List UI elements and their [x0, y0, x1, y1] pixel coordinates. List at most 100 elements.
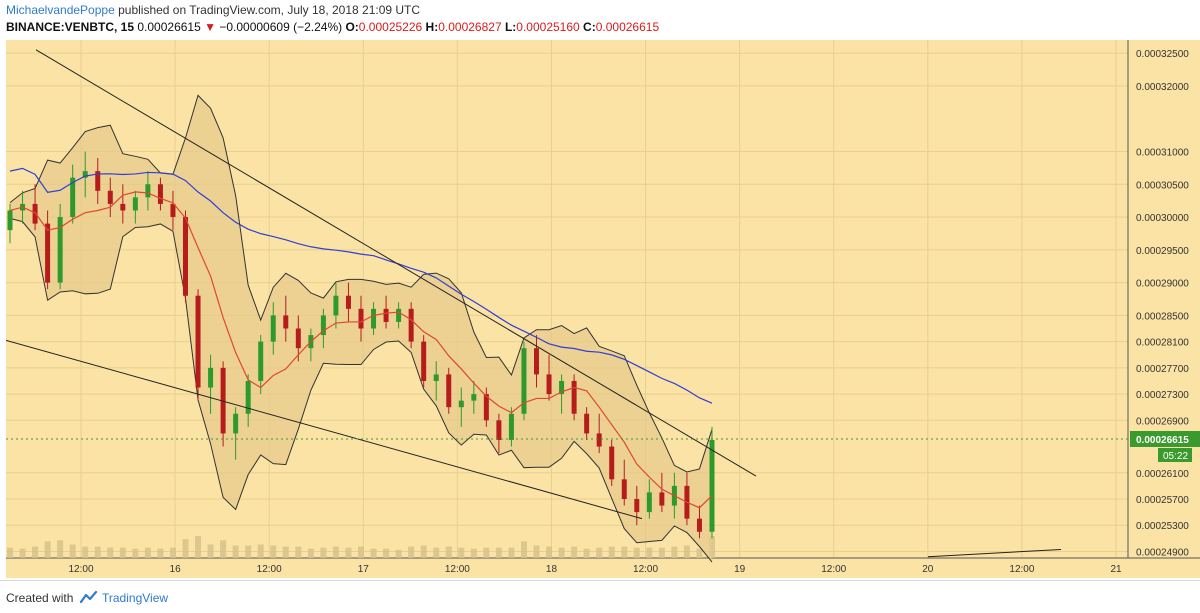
candle-body: [596, 433, 602, 447]
candle-body: [70, 177, 76, 218]
price-tick-label: 0.00030000: [1136, 213, 1189, 224]
volume-bar: [157, 548, 164, 558]
open-value: 0.00025226: [358, 20, 423, 34]
volume-bar: [583, 548, 590, 558]
volume-bar: [508, 547, 515, 558]
volume-bar: [445, 546, 452, 558]
volume-bar: [57, 540, 64, 558]
volume-bar: [169, 547, 176, 558]
volume-bar: [495, 547, 502, 558]
volume-bar: [332, 546, 339, 558]
candle-body: [208, 367, 214, 388]
volume-bar: [257, 544, 264, 558]
candle-body: [295, 328, 301, 349]
volume-bar: [683, 545, 690, 558]
candle-body: [659, 492, 665, 506]
candle-body: [283, 315, 289, 329]
projected-trendline: [927, 548, 1062, 558]
volume-bar: [32, 546, 39, 558]
volume-bar: [107, 547, 114, 558]
volume-bar: [420, 545, 427, 558]
volume-bar: [470, 548, 477, 558]
volume-bar: [458, 547, 465, 558]
volume-bar: [207, 544, 214, 558]
candle-body: [696, 518, 702, 532]
last-price: 0.00026615: [137, 20, 201, 34]
time-tick-label: 12:00: [445, 564, 470, 575]
volume-bar: [546, 546, 553, 558]
candle-body: [508, 413, 514, 440]
volume-bar: [483, 547, 490, 558]
volume-bar: [383, 548, 390, 558]
price-tick-label: 0.00031000: [1136, 147, 1189, 158]
candle-body: [245, 380, 251, 414]
time-tick-label: 12:00: [1009, 564, 1034, 575]
countdown-marker: [1158, 447, 1192, 462]
volume-bar: [571, 546, 578, 558]
change-value: −0.00000609 (−2.24%): [219, 20, 343, 34]
author-link[interactable]: MichaelvandePoppe: [6, 3, 115, 17]
candle-body: [145, 184, 151, 198]
candle-body: [57, 217, 63, 283]
volume-bar: [671, 546, 678, 558]
time-tick-label: 12:00: [68, 564, 93, 575]
volume-bar: [232, 545, 239, 558]
published-text: published on TradingView.com, July 18, 2…: [118, 3, 421, 17]
low-value: 0.00025160: [516, 20, 580, 34]
volume-bar: [370, 548, 377, 558]
change-arrow: ▼: [204, 20, 216, 34]
volume-bar: [633, 547, 640, 558]
slow-moving-average-line: [9, 167, 713, 404]
volume-bar: [520, 541, 527, 558]
candle-body: [534, 348, 539, 375]
candle-body: [120, 203, 126, 211]
candle-body: [270, 315, 276, 342]
chart-header: MichaelvandePoppe published on TradingVi…: [0, 0, 1200, 38]
price-tick-label: 0.00029000: [1136, 279, 1189, 290]
volume-bar: [558, 547, 565, 558]
price-tick-label: 0.00026900: [1136, 416, 1189, 427]
volume-bar: [182, 539, 189, 558]
ohlc-line: BINANCE:VENBTC, 15 0.00026615 ▼ −0.00000…: [6, 20, 659, 34]
candle-body: [546, 374, 552, 395]
volume-bar: [345, 547, 352, 558]
price-chart[interactable]: 0.00032500 0.00032000 0.00031000 0.00030500…: [6, 40, 1200, 578]
chart-area[interactable]: 0.00032500 0.00032000 0.00031000 0.00030500…: [6, 40, 1200, 578]
volume-bar: [119, 547, 126, 558]
candle-body: [170, 203, 176, 218]
volume-bar: [608, 546, 615, 558]
tradingview-brand-link[interactable]: TradingView: [102, 591, 169, 605]
high-value: 0.00026827: [438, 20, 502, 34]
time-tick-label: 17: [358, 564, 370, 575]
candle-body: [609, 446, 615, 480]
volume-bar: [144, 547, 151, 558]
time-tick-label: 12:00: [257, 564, 282, 575]
candle-body: [183, 217, 188, 296]
countdown-label: 05:22: [1163, 451, 1188, 462]
candle-body: [446, 374, 452, 408]
price-tick-label: 0.00028100: [1136, 338, 1189, 349]
candle-body: [195, 295, 201, 388]
candle-body: [433, 374, 439, 381]
close-value: 0.00026615: [595, 20, 660, 34]
price-tick-label: 0.00026100: [1136, 469, 1189, 480]
volume-bar: [320, 547, 327, 558]
volume-bar: [533, 545, 540, 558]
footer: Created with TradingView: [0, 580, 1200, 613]
time-tick-label: 18: [546, 564, 558, 575]
volume-bar: [395, 549, 402, 558]
volume-bar: [270, 545, 277, 558]
candle-body: [408, 308, 414, 342]
volume-bar: [408, 546, 415, 558]
candle-body: [396, 308, 402, 322]
lower-trendline: [6, 339, 643, 520]
candle-body: [383, 308, 389, 322]
candle-body: [107, 190, 113, 204]
time-tick-label: 19: [734, 564, 746, 575]
volume-bar: [19, 548, 26, 558]
volume-bar: [94, 546, 101, 558]
candle-body: [521, 348, 527, 414]
candle-body: [584, 413, 590, 434]
low-label: L:: [504, 20, 517, 34]
price-tick-label: 0.00030500: [1136, 180, 1189, 191]
